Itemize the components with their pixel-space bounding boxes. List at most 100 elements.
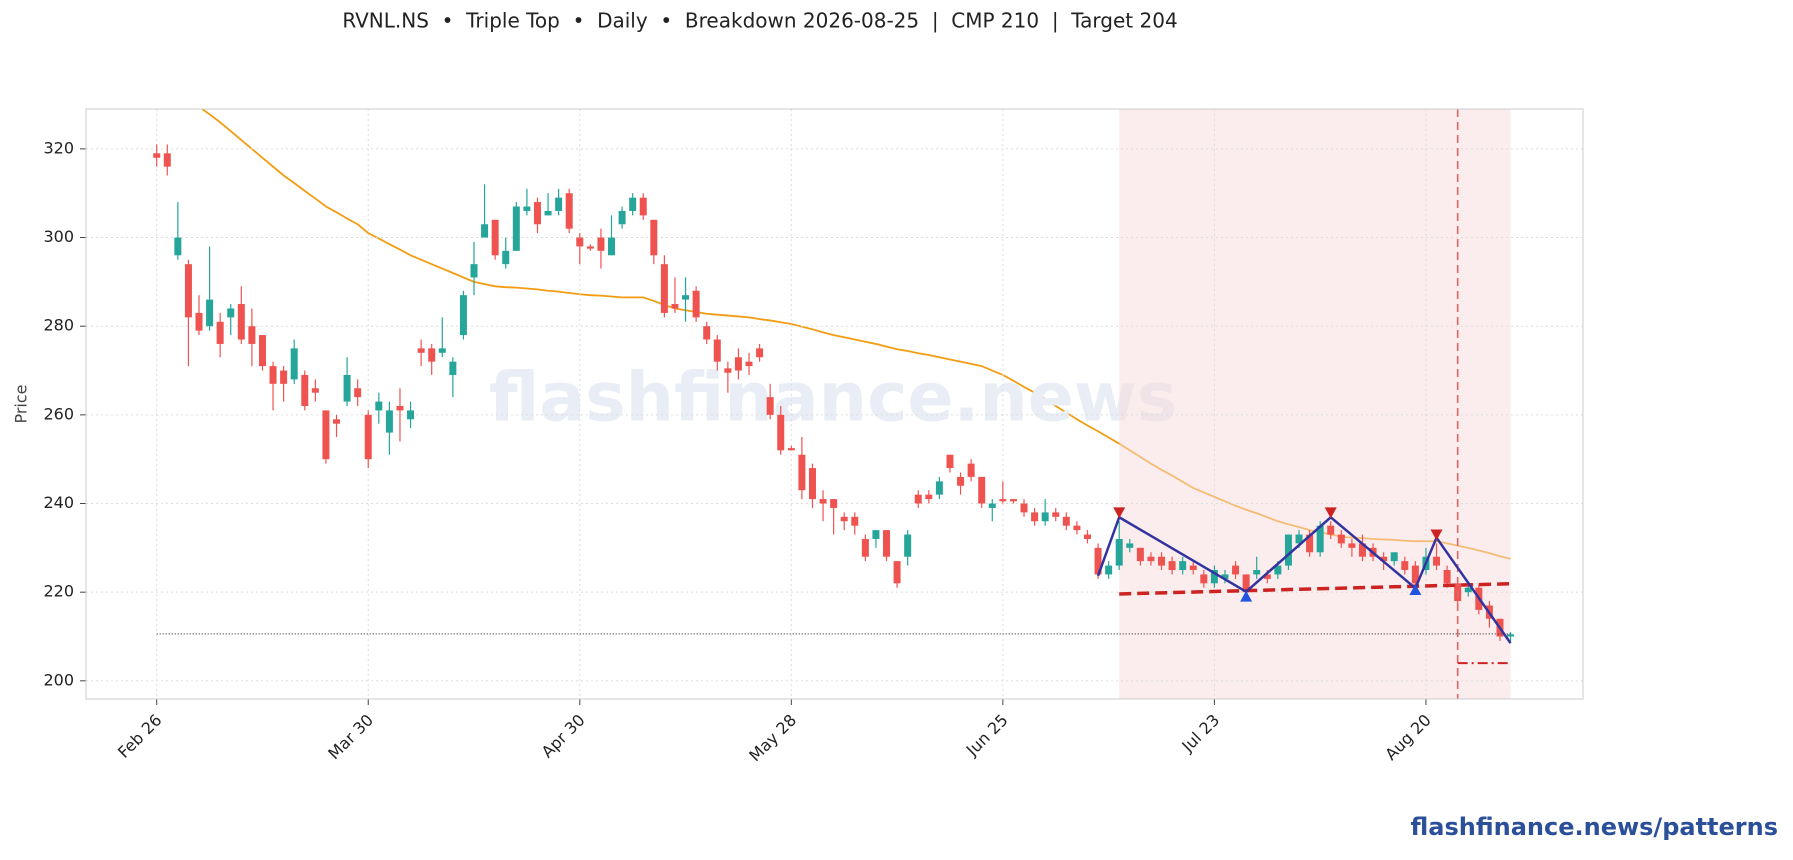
candle-body [470,264,478,278]
y-tick-label: 200 [43,670,74,689]
candle-body [819,499,827,504]
candle-body [830,499,838,508]
y-tick-label: 260 [43,404,74,423]
y-tick-label: 280 [43,316,74,335]
candle-body [258,335,266,367]
chart-title: RVNL.NS • Triple Top • Daily • Breakdown… [342,9,1177,33]
candle-body [1263,574,1271,579]
candle-body [1327,525,1335,535]
candle-body [1009,499,1017,502]
candle-body [756,348,764,358]
candle-body [734,357,742,371]
candle-body [1210,570,1218,584]
candle-body [502,250,510,265]
candle-body [608,237,616,256]
candle-body [1179,561,1187,571]
candle-body [1073,525,1081,531]
candle-body [544,210,552,216]
candle-body [1390,552,1398,562]
trough-marker [1240,590,1253,602]
candle-body [1411,565,1419,584]
candle-body [491,219,499,256]
candle-body [724,368,732,373]
candle-body [1115,538,1123,566]
candle-body [1464,587,1472,593]
candle-body [1158,556,1166,566]
candle-body [1337,534,1345,544]
plot-frame [85,108,1584,700]
candle-body [1380,556,1388,562]
candle-body [343,374,351,402]
candle-body [1348,543,1356,548]
candle-body [533,202,541,225]
candle-body [787,448,795,451]
candle-body [1443,570,1451,584]
candle-body [237,304,245,340]
candle-body [269,366,277,384]
candle-body [1232,565,1240,575]
candle-body [1295,534,1303,544]
candle-body [1200,574,1208,584]
candle-body [407,410,415,420]
candle-body [978,476,986,504]
candle-body [1401,561,1409,571]
candle-body [639,197,647,216]
candle-body [872,530,880,539]
candle-body [195,312,203,331]
candle-body [523,206,531,211]
candle-body [248,326,256,344]
candle-body [808,468,816,500]
candle-body [957,476,965,486]
candle-body [682,295,690,300]
candle-body [1253,570,1261,575]
peak-marker [1324,507,1337,519]
candle-body [967,463,975,477]
candle-body [1105,565,1113,575]
candle-body [1136,547,1144,562]
y-tick-label: 240 [43,493,74,512]
peak-marker [1113,507,1126,519]
candle-body [174,237,182,256]
candle-body [1031,512,1039,522]
candle-body [1316,525,1324,553]
candle-body [311,388,319,393]
candle-body [565,193,573,229]
candle-body [1284,534,1292,566]
footer: flashfinance.news/patterns [1410,813,1778,841]
watermark: flashfinance.news [489,359,1177,438]
candle-body [946,454,954,469]
candle-body [417,348,425,353]
candle-body [1126,543,1134,548]
candle-body [629,197,637,211]
candle-body [396,405,404,411]
y-tick-label: 300 [43,227,74,246]
candle-body [481,224,489,238]
candle-body [1433,556,1441,566]
candle-body [322,410,330,460]
candle-body [745,361,753,367]
candle-body [660,264,668,313]
candle-body [650,219,658,256]
peak-marker [1430,529,1443,541]
candle-body [1189,565,1197,571]
plot-area: flashfinance.news200220240260280300320Fe… [43,108,1584,765]
candle-body [861,538,869,557]
candle-body [1221,574,1229,579]
candle-body [988,503,996,508]
candle-body [333,419,341,424]
candle-body [216,321,224,344]
candle-body [459,295,467,336]
y-axis-label: Price [12,384,31,423]
candle-body [1094,547,1102,575]
candle-body [301,374,309,406]
candle-body [1083,534,1091,539]
candle-body [713,339,721,362]
candle-body [1306,534,1314,553]
candle-body [914,494,922,504]
candle-body [428,348,436,362]
candle-body [364,414,372,460]
candle-body [206,299,214,327]
candle-body [438,348,446,353]
candle-body [1507,634,1515,637]
candle-body [935,481,943,495]
